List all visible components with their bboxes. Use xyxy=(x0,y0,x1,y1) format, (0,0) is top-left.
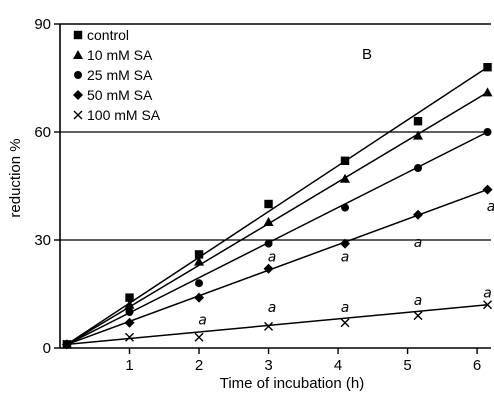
point-series-1-1 xyxy=(124,299,135,309)
point-series-3-3 xyxy=(263,263,274,274)
annotation-2: a xyxy=(341,300,350,316)
panel-label: B xyxy=(362,46,372,63)
y-tick-label-60: 60 xyxy=(34,124,51,141)
point-series-2-4 xyxy=(341,203,350,212)
point-series-0-5 xyxy=(413,117,423,126)
point-series-4-1 xyxy=(125,332,135,342)
annotations-layer: a a a a a a a a a xyxy=(198,199,494,328)
point-series-4-3 xyxy=(264,321,274,331)
legend: control 10 mM SA 25 mM SA 50 mM SA 100 mM SA xyxy=(73,27,161,123)
x-tick-label-1: 1 xyxy=(125,357,133,374)
legend-label-3: 50 mM SA xyxy=(87,87,153,103)
point-series-3-5 xyxy=(413,209,424,220)
point-series-3-6 xyxy=(482,184,493,195)
grid-layer xyxy=(60,131,491,241)
point-series-4-5 xyxy=(413,311,423,321)
point-series-1-4 xyxy=(340,173,351,183)
point-series-4-6 xyxy=(483,300,493,310)
annotation-3: a xyxy=(268,250,277,266)
point-series-0-2 xyxy=(194,250,204,259)
legend-marker-0 xyxy=(73,30,83,40)
point-series-2-1 xyxy=(125,308,134,316)
point-series-1-2 xyxy=(194,256,205,266)
x-axis-title: Time of incubation (h) xyxy=(220,375,365,392)
y-axis-title: reduction % xyxy=(7,138,24,217)
point-series-0-1 xyxy=(125,293,134,302)
x-tick-label-5: 5 xyxy=(403,357,411,374)
annotation-5: a xyxy=(414,293,423,309)
legend-marker-1 xyxy=(73,50,83,59)
point-series-4-0 xyxy=(62,339,72,349)
annotation-6: a xyxy=(414,235,423,251)
legend-label-0: control xyxy=(87,27,129,43)
point-series-2-5 xyxy=(414,164,423,172)
legend-marker-3 xyxy=(73,90,83,100)
fit-line-series-4 xyxy=(66,304,488,346)
x-tick-label-6: 6 xyxy=(473,357,481,374)
markers-layer xyxy=(61,63,493,350)
point-series-4-2 xyxy=(194,332,204,342)
point-series-2-3 xyxy=(264,239,273,248)
point-series-0-4 xyxy=(340,156,350,165)
legend-marker-2 xyxy=(74,71,82,79)
annotation-0: a xyxy=(198,313,207,329)
point-series-2-2 xyxy=(195,279,204,288)
point-series-0-6 xyxy=(483,63,492,72)
point-series-0-3 xyxy=(264,199,273,209)
point-series-3-1 xyxy=(124,317,135,328)
annotation-4: a xyxy=(341,250,350,266)
x-tick-label-4: 4 xyxy=(334,357,342,374)
y-tick-label-90: 90 xyxy=(34,16,51,33)
y-tick-label-30: 30 xyxy=(34,232,51,249)
point-series-3-2 xyxy=(194,292,205,303)
legend-label-2: 25 mM SA xyxy=(87,67,153,83)
annotation-1: a xyxy=(268,300,277,316)
annotation-8: a xyxy=(487,199,494,215)
y-tick-label-0: 0 xyxy=(43,340,51,357)
legend-marker-4 xyxy=(73,110,83,120)
point-series-1-6 xyxy=(482,87,493,97)
point-series-4-4 xyxy=(340,318,350,328)
legend-label-1: 10 mM SA xyxy=(87,47,153,63)
point-series-1-3 xyxy=(263,217,274,226)
point-series-3-4 xyxy=(340,238,351,249)
axes-layer: 0 30 60 90 1 2 3 4 5 6 xyxy=(34,16,491,374)
point-series-1-5 xyxy=(413,130,424,140)
point-series-2-6 xyxy=(483,128,492,136)
x-tick-label-3: 3 xyxy=(264,357,272,374)
x-tick-label-2: 2 xyxy=(195,357,203,374)
annotation-7: a xyxy=(483,286,492,302)
legend-label-4: 100 mM SA xyxy=(87,107,161,123)
fit-line-series-0 xyxy=(66,66,488,346)
